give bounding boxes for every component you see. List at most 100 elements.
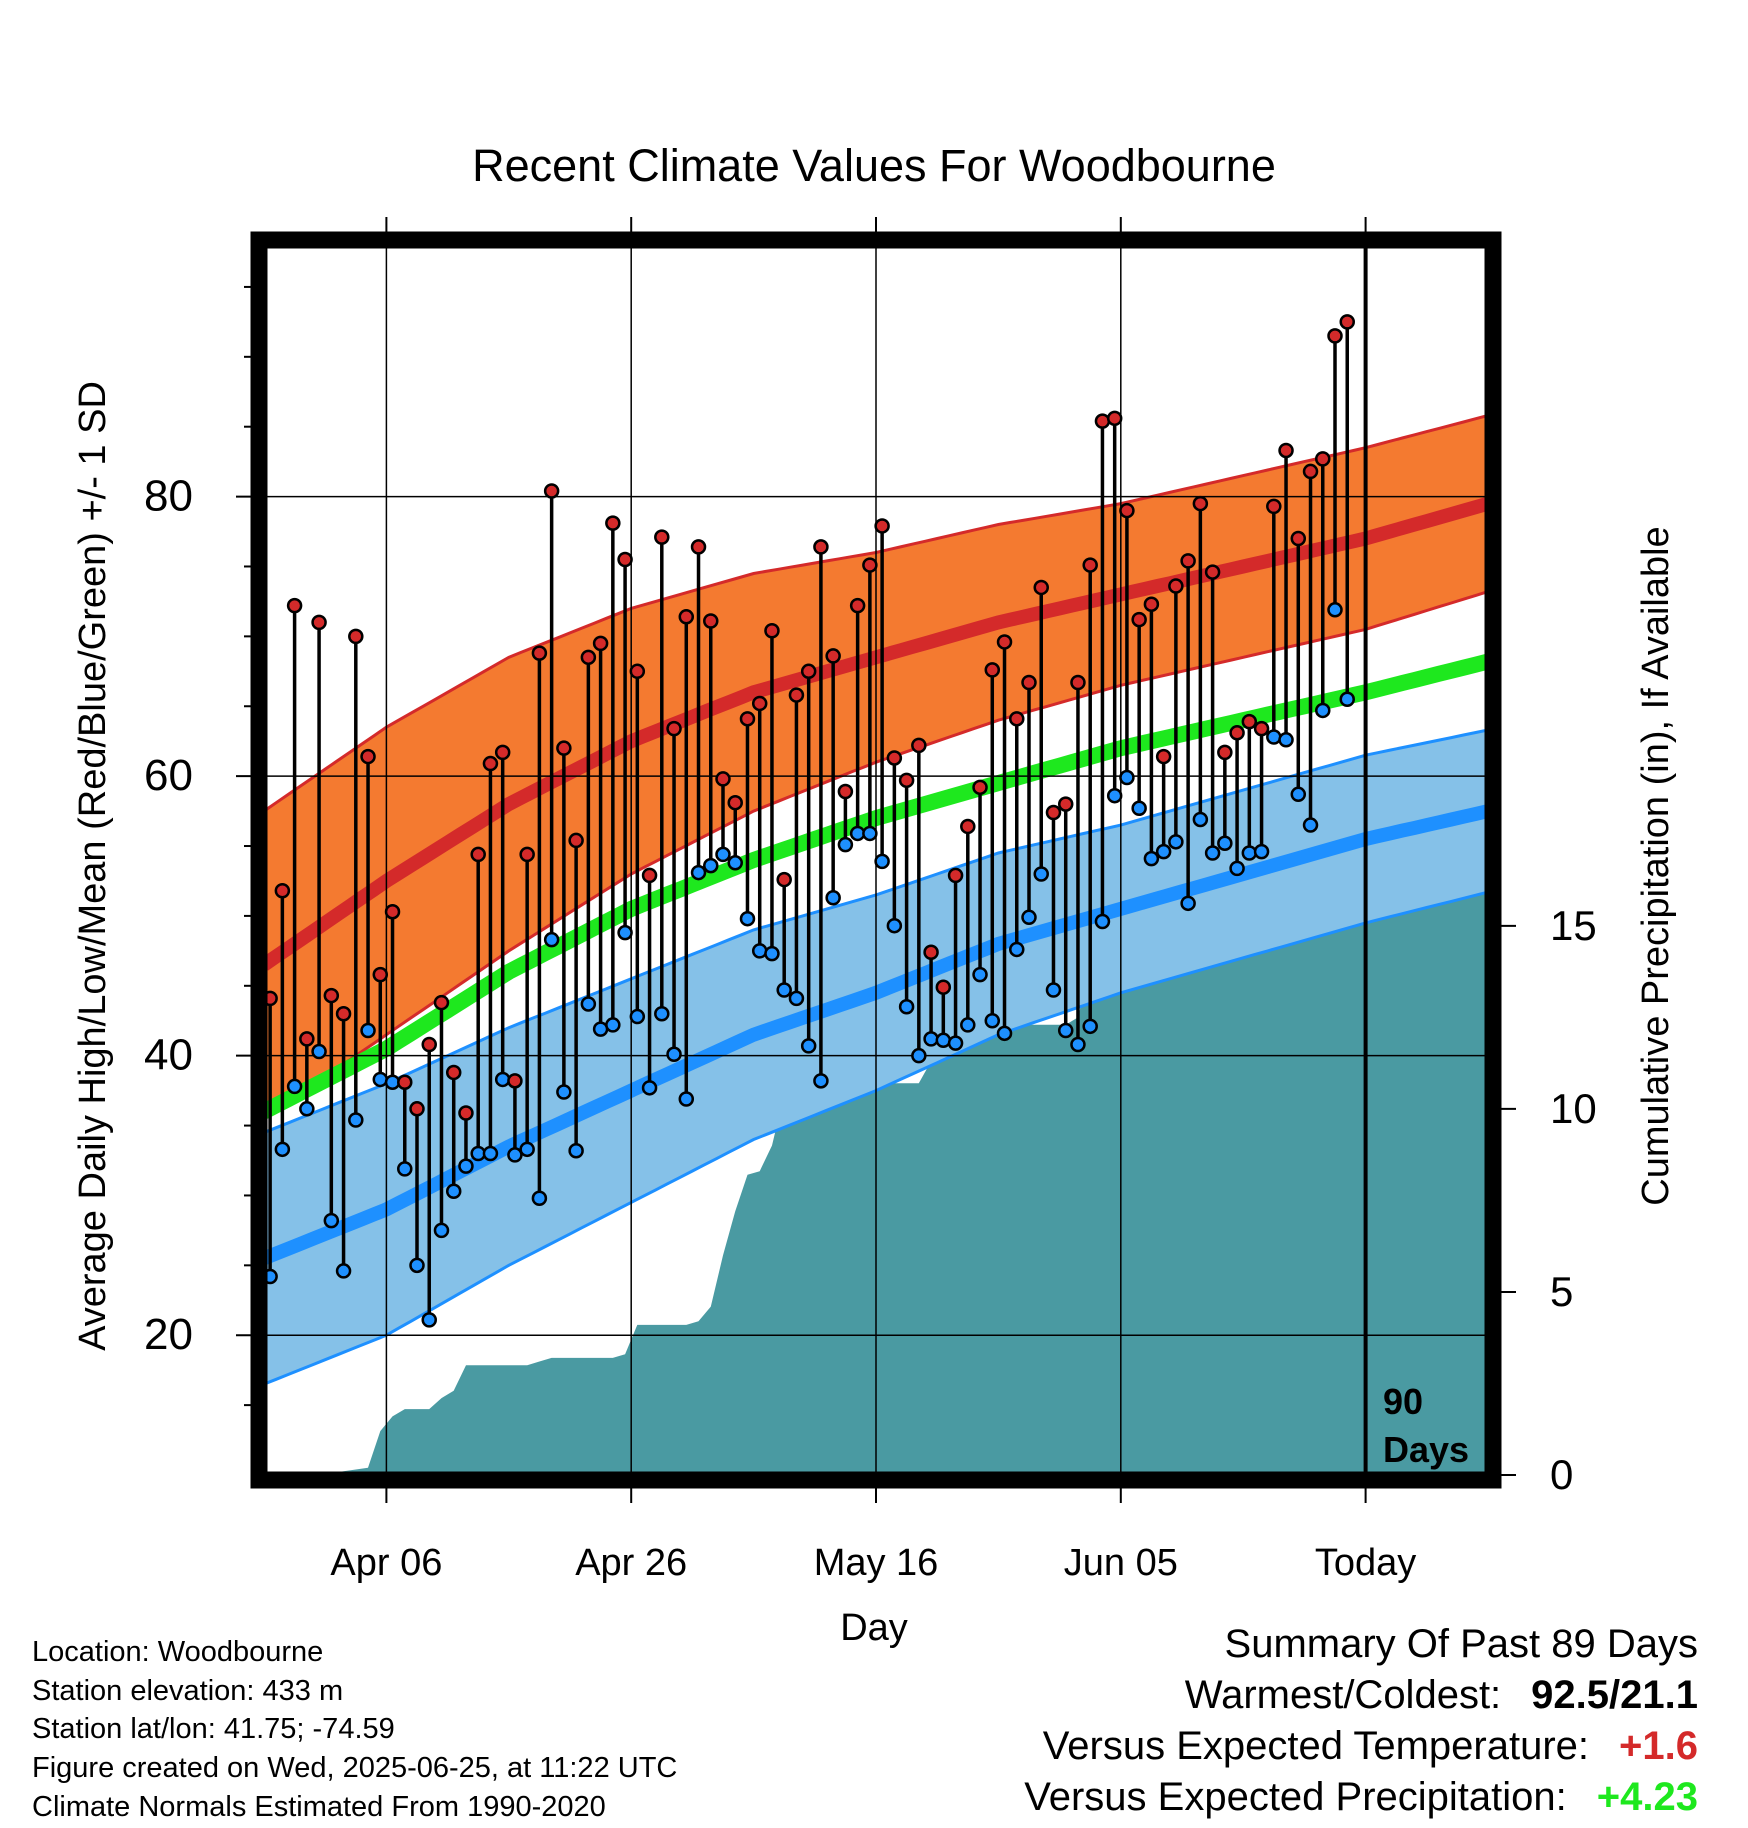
daily-high-point	[1057, 796, 1074, 812]
daily-high-point	[1192, 495, 1209, 512]
daily-high-point	[972, 779, 988, 796]
summary-precip-value: +4.23	[1596, 1775, 1698, 1819]
daily-high-point	[996, 634, 1013, 650]
daily-low-point	[1217, 835, 1233, 851]
daily-high-point	[764, 623, 780, 639]
daily-high-point	[1266, 498, 1282, 515]
daily-high-point	[592, 635, 609, 652]
daily-high-point	[1327, 328, 1343, 344]
daily-low-point	[605, 1017, 621, 1033]
y-tick-label: 20	[144, 1310, 193, 1359]
daily-high-point	[433, 994, 450, 1011]
daily-low-point	[837, 836, 854, 853]
x-tick-label: Today	[1315, 1542, 1416, 1584]
daily-high-point	[1119, 502, 1135, 519]
daily-low-point	[996, 1025, 1013, 1042]
daily-high-point	[1339, 314, 1355, 330]
daily-low-point	[482, 1145, 499, 1162]
high-sd-band	[264, 415, 1488, 1119]
summary-precip: Versus Expected Precipitation: +4.23	[1024, 1775, 1698, 1820]
daily-low-point	[862, 825, 878, 842]
x-tick-label: Apr 06	[330, 1542, 442, 1584]
daily-low-point	[1155, 843, 1172, 860]
daily-low-point	[617, 924, 633, 941]
daily-high-point	[1241, 713, 1258, 730]
x-tick-label: Jun 05	[1064, 1542, 1178, 1584]
daily-high-point	[1168, 578, 1184, 594]
daily-low-point	[678, 1091, 695, 1107]
daily-high-point	[531, 645, 548, 661]
y-tick-labels: 20 40 60 80	[144, 285, 255, 1407]
daily-low-point	[1315, 702, 1331, 719]
daily-low-point	[1192, 811, 1209, 828]
daily-low-point	[409, 1257, 425, 1274]
daily-low-point	[825, 889, 841, 906]
daily-high-point	[1253, 720, 1270, 737]
daily-high-point	[605, 515, 621, 531]
summary-warmest-label: Warmest/Coldest:	[1184, 1673, 1502, 1717]
summary-title: Summary Of Past 89 Days	[1224, 1622, 1698, 1666]
daily-low-point	[397, 1161, 413, 1177]
summary-warmest: Warmest/Coldest: 92.5/21.1	[1185, 1673, 1698, 1718]
y2-tick-labels: 0 5 10 15	[1497, 902, 1597, 1498]
daily-high-point	[1217, 744, 1233, 761]
daily-low-point	[1327, 602, 1343, 618]
daily-low-point	[433, 1222, 450, 1239]
daily-high-point	[1180, 553, 1196, 569]
daily-high-point	[849, 597, 866, 614]
daily-high-point	[1143, 596, 1160, 612]
daily-high-point	[678, 609, 695, 625]
daily-low-point	[519, 1141, 535, 1158]
daily-high-point	[837, 783, 854, 800]
x-axis-label: Day	[840, 1607, 908, 1649]
daily-low-point	[813, 1073, 829, 1089]
daily-high-point	[299, 1031, 315, 1047]
daily-low-point	[751, 943, 768, 959]
daily-low-point	[372, 1071, 389, 1088]
daily-high-point	[739, 711, 756, 727]
daily-high-point	[911, 737, 927, 754]
daily-high-point	[335, 1006, 352, 1022]
daily-high-point	[1021, 674, 1037, 691]
y-tick-label: 40	[144, 1031, 193, 1080]
daily-high-point	[984, 662, 1001, 678]
daily-low-point	[1253, 843, 1270, 860]
daily-low-point	[911, 1047, 927, 1064]
daily-low-point	[641, 1080, 658, 1096]
daily-high-point	[458, 1105, 474, 1121]
daily-low-point	[1302, 817, 1319, 833]
daily-high-point	[776, 871, 792, 888]
daily-high-point	[384, 903, 401, 920]
summary-temp-value: +1.6	[1619, 1724, 1698, 1768]
daily-low-point	[935, 1032, 952, 1049]
daily-high-point	[445, 1064, 462, 1081]
daily-low-point	[690, 864, 707, 881]
daily-low-point	[1045, 982, 1062, 998]
plot-frame	[250, 231, 1502, 1489]
daily-low-point	[1278, 732, 1294, 748]
daily-high-point	[1070, 674, 1086, 691]
daily-high-point	[825, 648, 841, 664]
daily-low-point	[727, 855, 743, 871]
daily-low-point	[1094, 913, 1111, 930]
daily-low-point	[421, 1312, 437, 1328]
daily-low-point	[960, 1017, 976, 1033]
daily-low-point	[1180, 895, 1196, 912]
daily-low-point	[1021, 909, 1037, 926]
days-marker-number: 90	[1383, 1381, 1423, 1422]
daily-high-point	[800, 663, 817, 680]
daily-low-point	[654, 1006, 670, 1022]
daily-low-point	[286, 1078, 303, 1095]
y2-tick-label: 15	[1550, 902, 1597, 949]
daily-low-point	[1057, 1022, 1074, 1039]
daily-high-point	[1033, 579, 1049, 596]
daily-high-point	[715, 771, 731, 787]
info-latlon: Station lat/lon: 41.75; -74.59	[32, 1713, 395, 1745]
daily-high-point	[409, 1101, 425, 1117]
daily-low-point	[666, 1046, 682, 1063]
daily-low-point	[874, 853, 890, 870]
daily-high-point	[629, 663, 646, 680]
summary-temp: Versus Expected Temperature: +1.6	[1043, 1724, 1698, 1769]
daily-low-point	[1131, 800, 1147, 817]
daily-high-point	[1315, 451, 1331, 467]
